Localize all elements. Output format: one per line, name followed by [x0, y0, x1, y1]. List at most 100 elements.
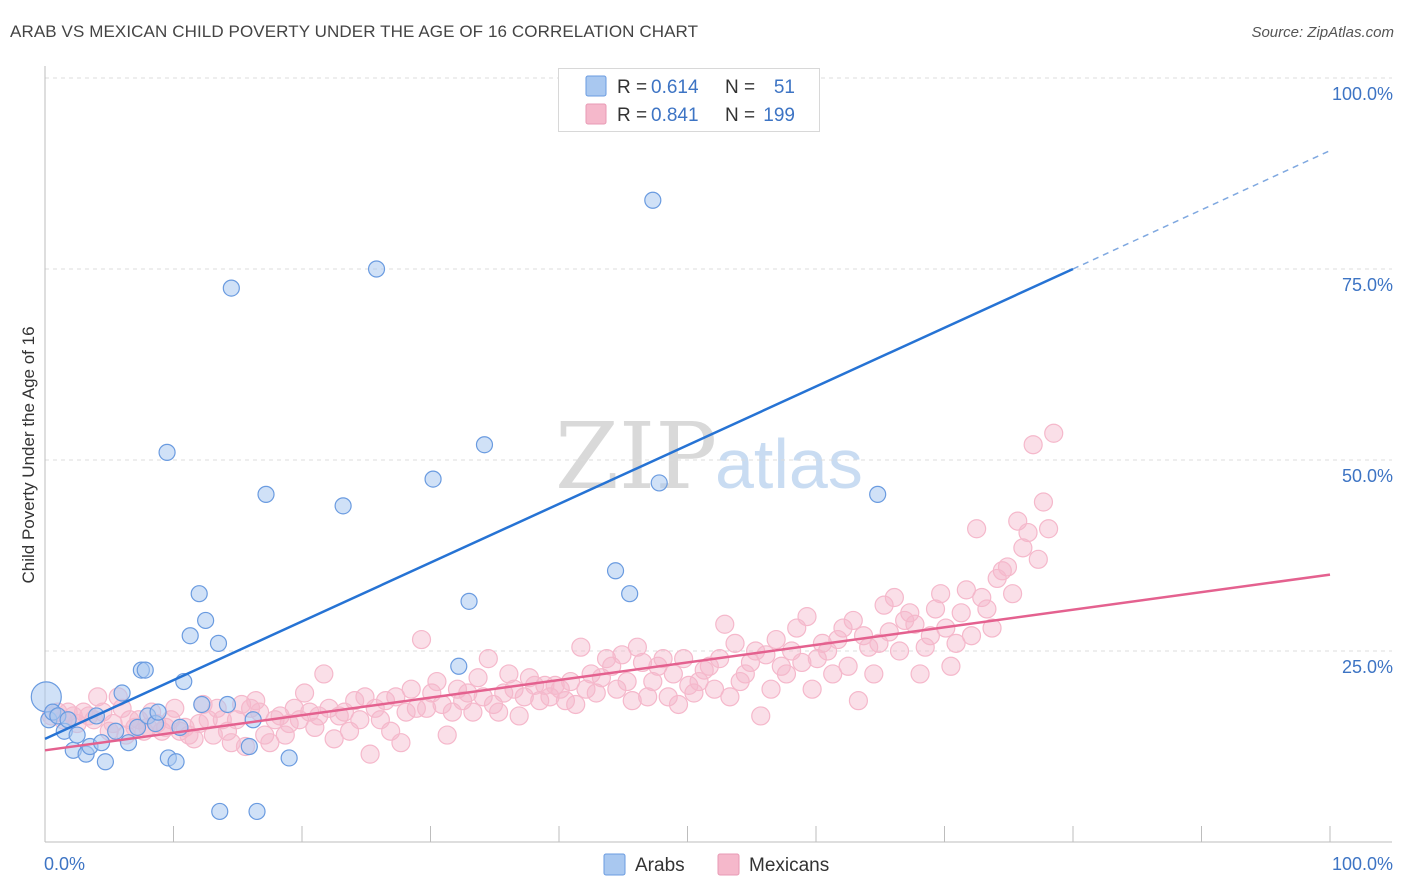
mexican-point [977, 599, 997, 619]
arab-point [211, 802, 229, 821]
mexican-point [350, 710, 370, 730]
mexican-point [576, 679, 596, 699]
mexican-point [833, 618, 853, 638]
mexican-point [324, 729, 344, 749]
mexican-point [915, 637, 935, 657]
mexican-point [478, 649, 498, 669]
mexican-point [776, 664, 797, 684]
mexican-point [499, 664, 519, 684]
mexican-point [838, 656, 858, 676]
mexican-point [294, 683, 315, 703]
arab-point [257, 485, 275, 503]
mexican-point [725, 633, 745, 653]
arab-point [158, 443, 176, 461]
mexican-point [925, 599, 946, 619]
mexican-point [489, 702, 509, 722]
mexican-point [956, 580, 976, 600]
mexican-point [900, 603, 920, 623]
arab-point [197, 611, 215, 630]
mexican-point [612, 645, 632, 665]
arab-point [68, 726, 86, 744]
arab-point [136, 661, 154, 679]
mexican-point [617, 671, 637, 692]
arab-point [222, 279, 240, 297]
arab-point [240, 737, 258, 756]
mexican-point [864, 664, 884, 684]
source-label: Source: ZipAtlas.com [1251, 24, 1394, 41]
arab-point [107, 722, 125, 740]
arab-point [460, 592, 478, 610]
watermark-atlas: atlas [715, 425, 863, 503]
arab-point [280, 749, 298, 767]
mexican-point [305, 717, 325, 738]
mexican-point [165, 698, 185, 718]
legend-n-value: 199 [763, 105, 795, 126]
mexican-point [566, 694, 586, 715]
mexican-point [879, 622, 899, 642]
legend-mexicans-label: Mexicans [749, 855, 829, 876]
mexican-point [622, 691, 642, 711]
y-tick-label: 50.0% [1342, 466, 1393, 486]
legend-arabs-swatch [603, 853, 626, 876]
legend-n-label: N = [725, 77, 755, 98]
arab-point [190, 585, 208, 603]
arab-point [644, 191, 662, 209]
mexican-point [1023, 435, 1043, 455]
mexican-point [653, 649, 673, 669]
arab-point [181, 627, 199, 645]
legend-mexicans-swatch [717, 853, 740, 876]
arab-point [96, 753, 114, 771]
mexican-point [982, 618, 1002, 638]
mexican-point [427, 671, 447, 692]
arab-point [113, 684, 131, 702]
correlation-legend-svg: R = 0.614 N = 51 R = 0.841 N = 199 [585, 75, 795, 126]
arab-point [149, 703, 167, 721]
mexican-point [463, 702, 483, 722]
mexican-point [797, 607, 817, 627]
mexican-point [951, 603, 971, 623]
mexican-point [663, 664, 683, 684]
mexican-point [992, 561, 1012, 581]
mexican-point [920, 626, 940, 646]
mexican-point [221, 733, 241, 753]
mexican-point [607, 679, 627, 699]
mexican-point [571, 637, 591, 657]
legend-r-value: 0.841 [651, 105, 699, 126]
legend-r-label: R = [617, 77, 647, 98]
mexican-point [246, 691, 266, 711]
mexican-point [884, 587, 904, 608]
arab-point [650, 474, 668, 492]
mexican-point [931, 584, 951, 604]
arabs-trendline [44, 267, 1074, 740]
mexican-point [751, 706, 771, 726]
arab-point [621, 585, 639, 603]
mexican-point [411, 629, 432, 650]
mexican-point [715, 614, 735, 634]
mexican-point [689, 671, 709, 692]
mexican-point [643, 671, 663, 692]
mexican-point [792, 652, 812, 673]
mexican-point [910, 664, 930, 684]
legend-swatch [585, 75, 607, 97]
mexican-point [314, 664, 334, 684]
mexicans-trendline [44, 573, 1331, 752]
mexican-point [704, 679, 725, 699]
mexican-point [279, 713, 299, 734]
mexican-point [473, 687, 493, 707]
y-tick-label: 75.0% [1342, 275, 1393, 295]
mexican-point [638, 687, 658, 707]
mexican-point [889, 641, 910, 661]
arab-point [167, 753, 185, 771]
mexican-point [509, 706, 529, 726]
arab-point [334, 497, 352, 515]
mexican-point [468, 668, 488, 688]
mexican-point [1044, 423, 1064, 443]
legend-arabs-label: Arabs [635, 855, 685, 876]
mexican-point [843, 610, 863, 631]
arab-point [450, 657, 468, 675]
mexican-point [1013, 538, 1033, 558]
y-tick-label: 100.0% [1332, 84, 1393, 104]
arab-point [475, 436, 494, 454]
mexican-point [946, 633, 966, 653]
